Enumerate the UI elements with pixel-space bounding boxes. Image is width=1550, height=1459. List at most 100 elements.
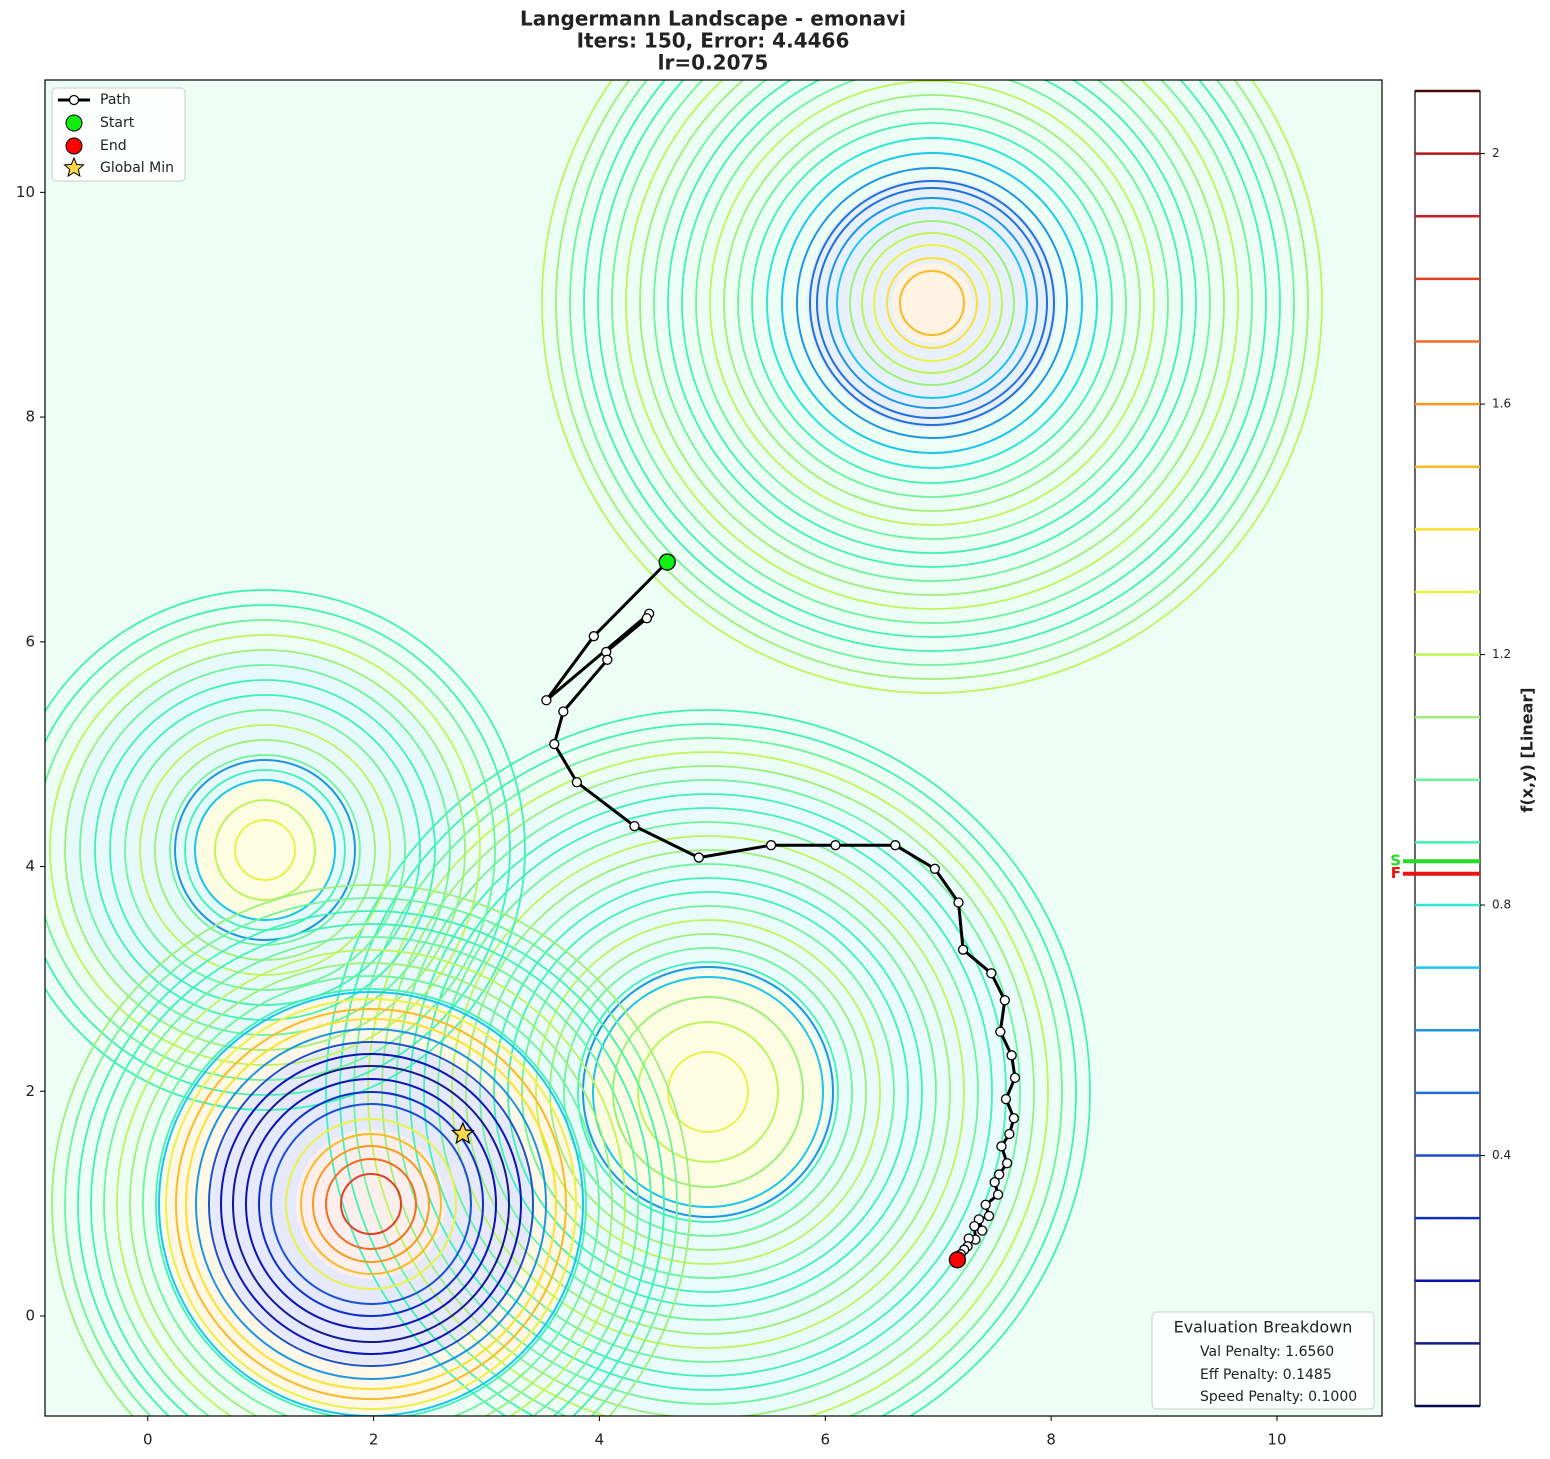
legend-end-swatch: [65, 137, 83, 155]
contour-line: [270, 1103, 472, 1305]
path-point: [558, 706, 569, 717]
path-point: [541, 695, 552, 706]
contour-line: [681, 80, 1183, 554]
path-point: [992, 1189, 1004, 1200]
path-point: [969, 1220, 980, 1232]
evaluation-box: [1151, 1311, 1375, 1410]
contour-line: [79, 664, 451, 1036]
start-point: [658, 553, 676, 571]
path-point: [693, 852, 704, 863]
path-point: [1009, 1072, 1021, 1083]
y-tick-label: 0: [25, 1306, 35, 1324]
contour-line: [154, 739, 376, 961]
contour-line: [312, 1145, 430, 1263]
contour-line: [129, 962, 613, 1416]
colorbar-marker-label: S: [1390, 852, 1401, 870]
colorbar-tick-label: 1.2: [1492, 647, 1511, 661]
y-tick-label: 10: [16, 183, 35, 201]
path-point: [602, 654, 613, 665]
contour-line: [109, 694, 421, 1006]
evaluation-line: Eff Penalty: 0.1485: [1200, 1367, 1332, 1383]
evaluation-title: Evaluation Breakdown: [1174, 1318, 1353, 1337]
colorbar-tick-label: 1.6: [1492, 397, 1511, 411]
colorbar-tick-label: 2: [1492, 146, 1500, 160]
contour-line: [155, 988, 587, 1416]
contour-line: [667, 1051, 749, 1133]
y-tick-label: 6: [25, 632, 35, 650]
chart-title: lr=0.2075: [658, 51, 769, 75]
contour-line: [465, 849, 951, 1335]
contour-line: [625, 80, 1239, 610]
contour-line: [232, 1065, 510, 1343]
contour-line: [234, 819, 296, 881]
contour-line: [555, 80, 1309, 680]
contour-line: [325, 709, 1091, 1416]
contour-line: [751, 122, 1113, 484]
contour-line: [569, 80, 1295, 666]
colorbar-marker-label: F: [1391, 864, 1401, 882]
end-point: [948, 1251, 967, 1269]
contour-fill: [892, 263, 972, 343]
legend-label: Path: [100, 92, 131, 108]
contour-line: [583, 80, 1281, 652]
contour-line: [214, 799, 316, 901]
contour-line: [423, 807, 993, 1377]
path-point: [996, 1141, 1007, 1152]
contour-line: [64, 649, 466, 1051]
contour-line: [103, 936, 639, 1416]
evaluation-line: Speed Penalty: 0.1000: [1200, 1389, 1357, 1405]
legend-start-swatch: [65, 114, 83, 132]
contour-line: [395, 779, 1021, 1405]
contour-line: [353, 737, 1063, 1416]
contour-line: [709, 80, 1155, 526]
contour-line: [139, 724, 391, 976]
contour-line: [826, 197, 1038, 409]
contour-line: [639, 80, 1225, 596]
x-tick-label: 0: [143, 1431, 153, 1449]
contour-fill: [588, 972, 828, 1212]
contour-line: [611, 80, 1253, 624]
x-tick-label: 10: [1267, 1431, 1286, 1449]
contour-line: [695, 80, 1169, 540]
contour-line: [899, 270, 965, 336]
contour-line: [194, 779, 336, 921]
path-point: [1001, 1158, 1013, 1169]
contour-line: [51, 884, 691, 1416]
legend-min-swatch: [63, 156, 85, 178]
contour-line: [258, 1091, 484, 1317]
contour-line: [816, 187, 1048, 419]
contour-line: [849, 220, 1015, 386]
chart-title: Langermann Landscape - emonavi: [520, 7, 906, 31]
path-point: [980, 1199, 991, 1210]
contour-line: [185, 1018, 557, 1390]
x-tick-label: 4: [595, 1431, 605, 1449]
contour-line: [886, 257, 978, 349]
contour-line: [766, 137, 1098, 469]
legend-path-swatch: [68, 94, 80, 106]
path-point: [1008, 1113, 1020, 1124]
contour-line: [653, 80, 1211, 582]
contour-line: [325, 1158, 417, 1250]
contour-line: [45, 589, 526, 1111]
path-point: [1000, 1093, 1012, 1105]
legend-label: End: [100, 138, 127, 154]
contour-line: [285, 1118, 457, 1290]
legend-label: Start: [100, 115, 135, 131]
colorbar-tick-label: 0.4: [1492, 1148, 1511, 1162]
colorbar-label: f(x,y) [Linear]: [1518, 687, 1537, 812]
contour-line: [809, 180, 1055, 426]
contour-line: [195, 1028, 547, 1380]
path-point: [571, 777, 583, 788]
x-tick-label: 8: [1046, 1431, 1056, 1449]
contour-line: [90, 923, 652, 1416]
contour-line: [409, 793, 1007, 1391]
path-point: [989, 1177, 1000, 1188]
plot-frame: [44, 79, 1383, 1417]
path-point: [995, 1026, 1006, 1037]
contour-line: [507, 891, 909, 1293]
global-min: [450, 1121, 475, 1145]
path-point: [957, 944, 969, 955]
contour-line: [667, 80, 1197, 568]
contour-fill: [296, 1129, 446, 1279]
